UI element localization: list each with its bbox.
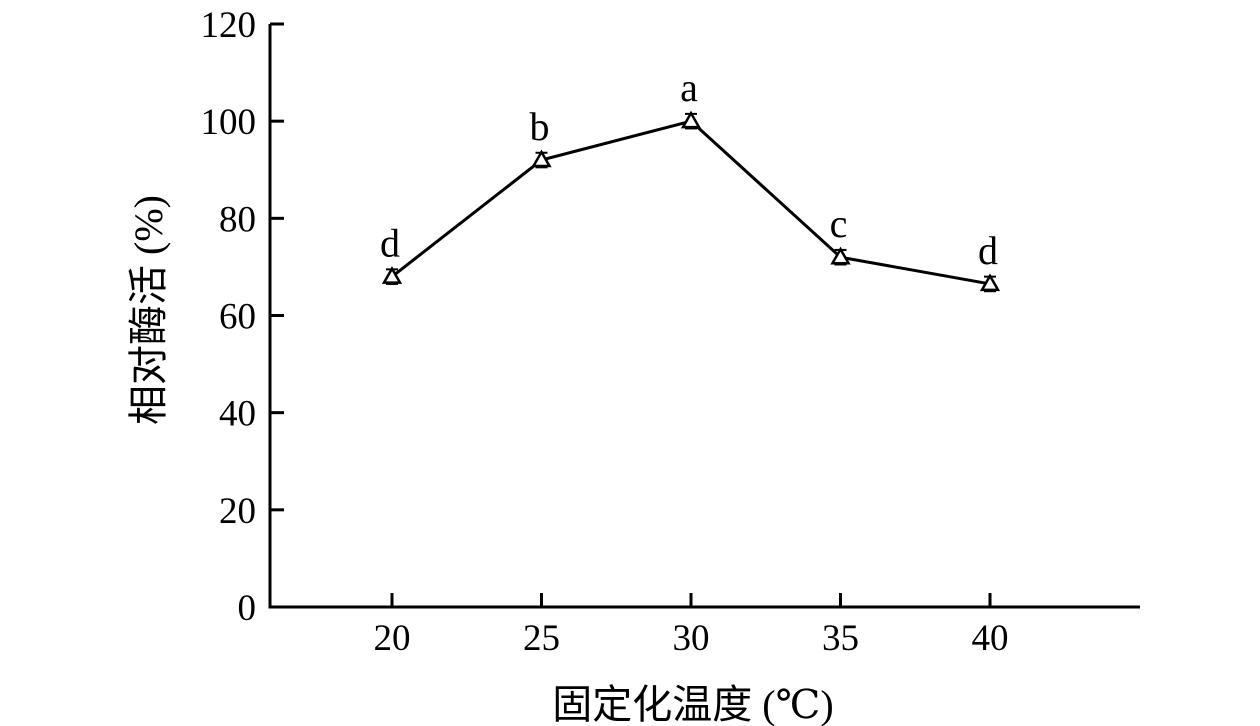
x-tick-label: 25 [523,618,560,659]
y-tick-label: 40 [219,394,256,435]
data-point-marker [680,110,702,129]
x-tick-label: 40 [972,618,1009,659]
point-significance-label: c [830,201,848,246]
x-axis-title: 固定化温度 (℃) [552,682,834,726]
point-significance-label: d [978,228,998,273]
data-point-marker [381,266,403,284]
y-tick-label: 20 [219,491,256,532]
y-tick-label: 120 [201,5,257,46]
point-significance-label: d [380,221,400,266]
y-tick-label: 0 [238,588,257,629]
point-significance-label: a [680,65,698,110]
x-tick-label: 20 [374,618,411,659]
data-point-marker [531,149,552,168]
data-point-marker [979,273,1001,292]
y-tick-label: 100 [201,102,257,143]
data-point-marker [830,246,851,265]
y-axis-title: 相对酶活 (%) [126,195,171,425]
data-line [391,119,991,286]
x-tick-label: 35 [822,618,859,659]
x-tick-label: 30 [673,618,710,659]
y-tick-label: 60 [219,297,256,338]
point-significance-label: b [530,104,550,149]
y-tick-label: 80 [219,199,256,240]
